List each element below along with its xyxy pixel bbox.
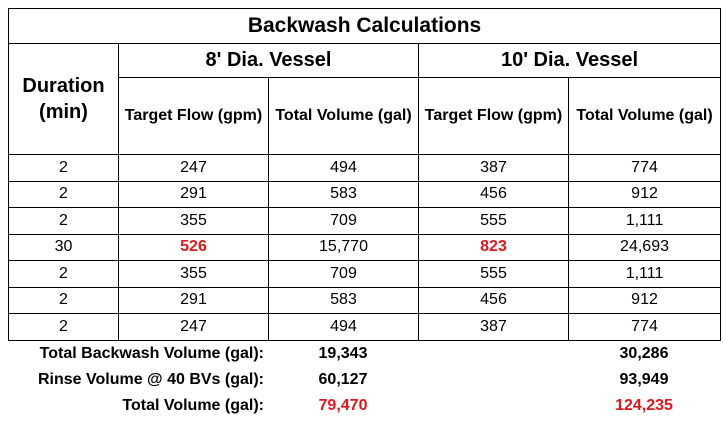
cell: 291	[118, 180, 269, 208]
summary-row: Total Volume (gal): 79,470 124,235	[8, 393, 720, 419]
summary-label: Rinse Volume @ 40 BVs (gal):	[37, 370, 264, 388]
cell: 355	[118, 260, 269, 288]
cell: 15,770	[268, 233, 419, 261]
cell: 526	[118, 233, 269, 261]
column-header: Total Volume (gal)	[567, 77, 722, 155]
cell: 823	[418, 233, 569, 261]
column-header: Target Flow (gpm)	[118, 77, 269, 155]
cell: 709	[268, 207, 419, 235]
cell: 555	[418, 207, 569, 235]
cell: 774	[567, 154, 722, 182]
spacer	[418, 393, 568, 419]
cell: 2	[8, 260, 119, 288]
data-row: 30 526 15,770 823 24,693	[8, 233, 722, 261]
cell: 456	[418, 180, 569, 208]
table-title: Backwash Calculations	[7, 8, 722, 44]
cell: 709	[268, 260, 419, 288]
cell: 387	[418, 313, 569, 341]
summary-row: Total Backwash Volume (gal): 19,343 30,286	[8, 341, 720, 367]
summary-label: Total Backwash Volume (gal):	[39, 344, 264, 362]
cell: 2	[8, 207, 119, 235]
data-row: 2 291 583 456 912	[8, 180, 722, 208]
group-header: 10' Dia. Vessel	[417, 43, 722, 78]
cell: 494	[268, 154, 419, 182]
summary-table: Total Backwash Volume (gal): 19,343 30,286…	[8, 341, 720, 419]
summary-value: 124,235	[615, 396, 673, 414]
cell: 2	[8, 154, 119, 182]
summary-value: 30,286	[619, 344, 669, 362]
cell: 355	[118, 207, 269, 235]
data-row: 2 247 494 387 774	[8, 154, 722, 182]
summary-value: 19,343	[318, 344, 368, 362]
title-row: Backwash Calculations	[7, 8, 722, 44]
summary-value: 93,949	[619, 370, 669, 388]
cell: 291	[118, 286, 269, 314]
cell: 30	[8, 233, 119, 261]
spacer	[418, 341, 568, 367]
cell: 494	[268, 313, 419, 341]
column-header: Target Flow (gpm)	[418, 77, 569, 155]
data-row: 2 291 583 456 912	[8, 286, 722, 314]
spacer	[418, 367, 568, 393]
cell: 247	[118, 313, 269, 341]
cell: 555	[418, 260, 569, 288]
cell: 912	[567, 286, 722, 314]
summary-row: Rinse Volume @ 40 BVs (gal): 60,127 93,949	[8, 367, 720, 393]
subheader-row: Target Flow (gpm) Total Volume (gal) Targe…	[9, 77, 722, 155]
data-row: 2 355 709 555 1,111	[8, 260, 722, 288]
data-row: 2 247 494 387 774	[8, 313, 722, 341]
summary-value: 60,127	[318, 370, 368, 388]
cell: 387	[418, 154, 569, 182]
cell: 2	[8, 286, 119, 314]
cell: 2	[8, 180, 119, 208]
group-header: 8' Dia. Vessel	[118, 43, 419, 78]
cell: 583	[268, 180, 419, 208]
duration-header: Duration (min)	[8, 43, 119, 155]
column-header: Total Volume (gal)	[268, 77, 419, 155]
cell: 247	[118, 154, 269, 182]
cell: 912	[567, 180, 722, 208]
backwash-table: Backwash Calculations Duration (min) 8' Di…	[7, 8, 722, 341]
cell: 774	[567, 313, 722, 341]
cell: 456	[418, 286, 569, 314]
sheet: Backwash Calculations Duration (min) 8' Di…	[7, 8, 722, 419]
cell: 1,111	[567, 207, 722, 235]
cell: 24,693	[567, 233, 722, 261]
data-row: 2 355 709 555 1,111	[8, 207, 722, 235]
cell: 2	[8, 313, 119, 341]
cell: 583	[268, 286, 419, 314]
summary-label: Total Volume (gal):	[122, 396, 264, 414]
summary-value: 79,470	[318, 396, 368, 414]
group-row: Duration (min) 8' Dia. Vessel 10' Dia. Ves…	[8, 43, 722, 155]
cell: 1,111	[567, 260, 722, 288]
